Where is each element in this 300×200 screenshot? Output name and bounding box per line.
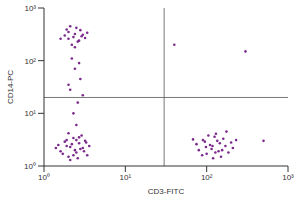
- svg-text:10²: 10²: [201, 173, 213, 182]
- svg-text:10³: 10³: [24, 4, 36, 13]
- svg-text:CD14-PC: CD14-PC: [8, 70, 15, 104]
- svg-text:10¹: 10¹: [120, 173, 132, 182]
- svg-text:10¹: 10¹: [24, 109, 36, 118]
- svg-text:10⁰: 10⁰: [38, 173, 50, 182]
- svg-text:10²: 10²: [24, 57, 36, 66]
- svg-text:10³: 10³: [282, 173, 292, 182]
- svg-text:10⁰: 10⁰: [24, 162, 36, 171]
- svg-text:CD3-FITC: CD3-FITC: [148, 187, 185, 196]
